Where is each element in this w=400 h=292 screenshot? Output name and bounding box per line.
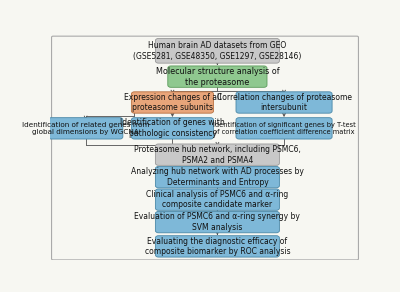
Text: Identification of significant genes by T-test
of correlation coefficient differe: Identification of significant genes by T…	[213, 122, 356, 135]
Text: Identification of genes with
pathologic consistency: Identification of genes with pathologic …	[120, 119, 225, 138]
Text: Evaluation of PSMC6 and α-ring synergy by
SVM analysis: Evaluation of PSMC6 and α-ring synergy b…	[134, 212, 300, 232]
Text: Correlation changes of proteasome
intersubunit: Correlation changes of proteasome inters…	[216, 93, 352, 112]
FancyBboxPatch shape	[236, 92, 332, 113]
FancyBboxPatch shape	[155, 189, 279, 210]
FancyBboxPatch shape	[131, 118, 214, 139]
Text: Analyzing hub network with AD processes by
Determinants and Entropy: Analyzing hub network with AD processes …	[131, 167, 304, 187]
Text: Evaluating the diagnostic efficacy of
composite biomarker by ROC analysis: Evaluating the diagnostic efficacy of co…	[144, 237, 290, 256]
FancyBboxPatch shape	[155, 39, 279, 63]
Text: Proteasome hub network, including PSMC6,
PSMA2 and PSMA4: Proteasome hub network, including PSMC6,…	[134, 145, 301, 164]
Text: Human brain AD datasets from GEO
(GSE5281, GSE48350, GSE1297, GSE28146): Human brain AD datasets from GEO (GSE528…	[133, 41, 302, 61]
FancyBboxPatch shape	[131, 92, 214, 113]
Text: Clinical analysis of PSMC6 and α-ring
composite candidate marker: Clinical analysis of PSMC6 and α-ring co…	[146, 190, 288, 209]
Text: Identification of related genes from
global dimensions by WGCNA: Identification of related genes from glo…	[22, 122, 150, 135]
FancyBboxPatch shape	[236, 118, 332, 139]
FancyBboxPatch shape	[155, 236, 279, 257]
Text: Expression changes of all
proteasome subunits: Expression changes of all proteasome sub…	[124, 93, 221, 112]
FancyBboxPatch shape	[155, 166, 279, 188]
FancyBboxPatch shape	[168, 66, 267, 87]
FancyBboxPatch shape	[155, 211, 279, 233]
Text: Molecular structure analysis of
the proteasome: Molecular structure analysis of the prot…	[156, 67, 279, 86]
FancyBboxPatch shape	[155, 144, 279, 165]
FancyBboxPatch shape	[52, 36, 358, 260]
FancyBboxPatch shape	[48, 118, 123, 139]
